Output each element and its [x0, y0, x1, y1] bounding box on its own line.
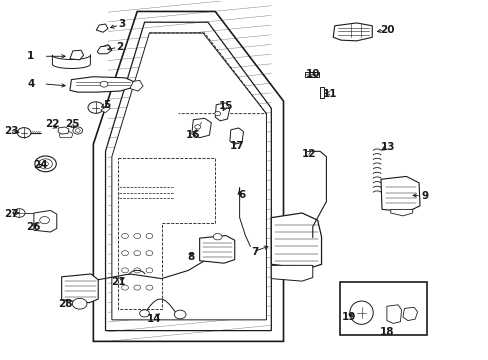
Circle shape: [194, 125, 200, 129]
Text: 27: 27: [4, 209, 19, 219]
Text: 12: 12: [302, 149, 316, 159]
Polygon shape: [93, 12, 283, 341]
Polygon shape: [61, 274, 98, 303]
Polygon shape: [34, 211, 57, 232]
Circle shape: [73, 127, 82, 134]
Circle shape: [122, 251, 128, 256]
Circle shape: [35, 156, 56, 172]
Text: 3: 3: [118, 19, 125, 29]
Circle shape: [40, 217, 49, 224]
Polygon shape: [271, 265, 312, 281]
Circle shape: [134, 233, 141, 238]
Circle shape: [146, 251, 153, 256]
Circle shape: [39, 159, 52, 169]
Circle shape: [214, 112, 220, 116]
Circle shape: [134, 268, 141, 273]
Circle shape: [42, 162, 48, 166]
Text: 18: 18: [379, 327, 393, 337]
Polygon shape: [191, 118, 211, 138]
Polygon shape: [101, 107, 110, 113]
Text: 14: 14: [147, 314, 161, 324]
Text: 4: 4: [27, 79, 35, 89]
Circle shape: [122, 268, 128, 273]
Bar: [305, 72, 319, 77]
Circle shape: [17, 128, 31, 138]
Circle shape: [72, 298, 87, 309]
Circle shape: [100, 81, 108, 87]
Circle shape: [140, 310, 149, 317]
Text: 26: 26: [26, 222, 41, 232]
Text: 16: 16: [185, 130, 200, 140]
Text: 9: 9: [421, 191, 427, 201]
Text: 8: 8: [187, 252, 194, 262]
Circle shape: [134, 285, 141, 290]
Circle shape: [122, 285, 128, 290]
Text: 6: 6: [238, 190, 245, 200]
Circle shape: [13, 209, 25, 217]
Polygon shape: [229, 128, 243, 144]
Text: 19: 19: [342, 312, 356, 322]
Polygon shape: [130, 80, 143, 91]
Circle shape: [174, 310, 185, 319]
Polygon shape: [52, 55, 90, 68]
Circle shape: [213, 233, 222, 240]
Circle shape: [88, 102, 103, 113]
Polygon shape: [59, 132, 73, 138]
Ellipse shape: [349, 301, 372, 324]
Text: 13: 13: [380, 142, 395, 152]
Text: 23: 23: [4, 126, 19, 135]
Text: 24: 24: [33, 160, 48, 170]
Polygon shape: [58, 127, 69, 134]
Circle shape: [146, 268, 153, 273]
Polygon shape: [97, 45, 112, 54]
Text: 1: 1: [27, 51, 35, 61]
Polygon shape: [380, 176, 419, 212]
Text: 5: 5: [103, 100, 110, 110]
Polygon shape: [215, 103, 229, 121]
Text: 7: 7: [251, 247, 258, 257]
Polygon shape: [386, 305, 401, 323]
Circle shape: [146, 285, 153, 290]
Circle shape: [75, 129, 80, 132]
Polygon shape: [332, 23, 371, 41]
Polygon shape: [70, 50, 83, 60]
Polygon shape: [199, 235, 234, 263]
Bar: [319, 87, 324, 98]
Text: 25: 25: [65, 120, 80, 129]
Circle shape: [134, 251, 141, 256]
Polygon shape: [96, 24, 108, 32]
Circle shape: [122, 233, 128, 238]
Text: 20: 20: [379, 25, 393, 35]
Polygon shape: [402, 307, 417, 320]
Text: 28: 28: [58, 299, 72, 309]
Polygon shape: [70, 77, 133, 92]
Text: 21: 21: [111, 277, 126, 287]
Polygon shape: [390, 210, 412, 216]
Polygon shape: [105, 22, 271, 330]
Text: 22: 22: [44, 120, 59, 129]
Text: 2: 2: [116, 42, 123, 52]
Text: 10: 10: [305, 69, 319, 79]
Circle shape: [146, 233, 153, 238]
Text: 17: 17: [229, 141, 244, 151]
Bar: [339, 282, 427, 335]
Text: 11: 11: [322, 89, 336, 99]
Polygon shape: [271, 213, 321, 269]
Polygon shape: [112, 33, 266, 320]
Text: 15: 15: [218, 102, 233, 112]
